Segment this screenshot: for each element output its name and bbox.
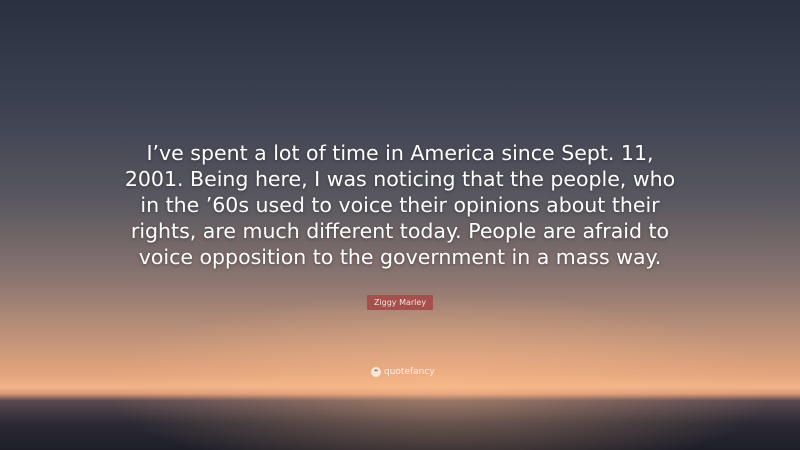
quotefancy-logo[interactable]: ❝ quotefancy: [371, 367, 435, 377]
brand-name: quotefancy: [384, 367, 435, 377]
quote-text: I’ve spent a lot of time in America sinc…: [124, 141, 676, 269]
author-badge[interactable]: Ziggy Marley: [366, 295, 434, 310]
quote-mark-icon: ❝: [371, 367, 381, 377]
